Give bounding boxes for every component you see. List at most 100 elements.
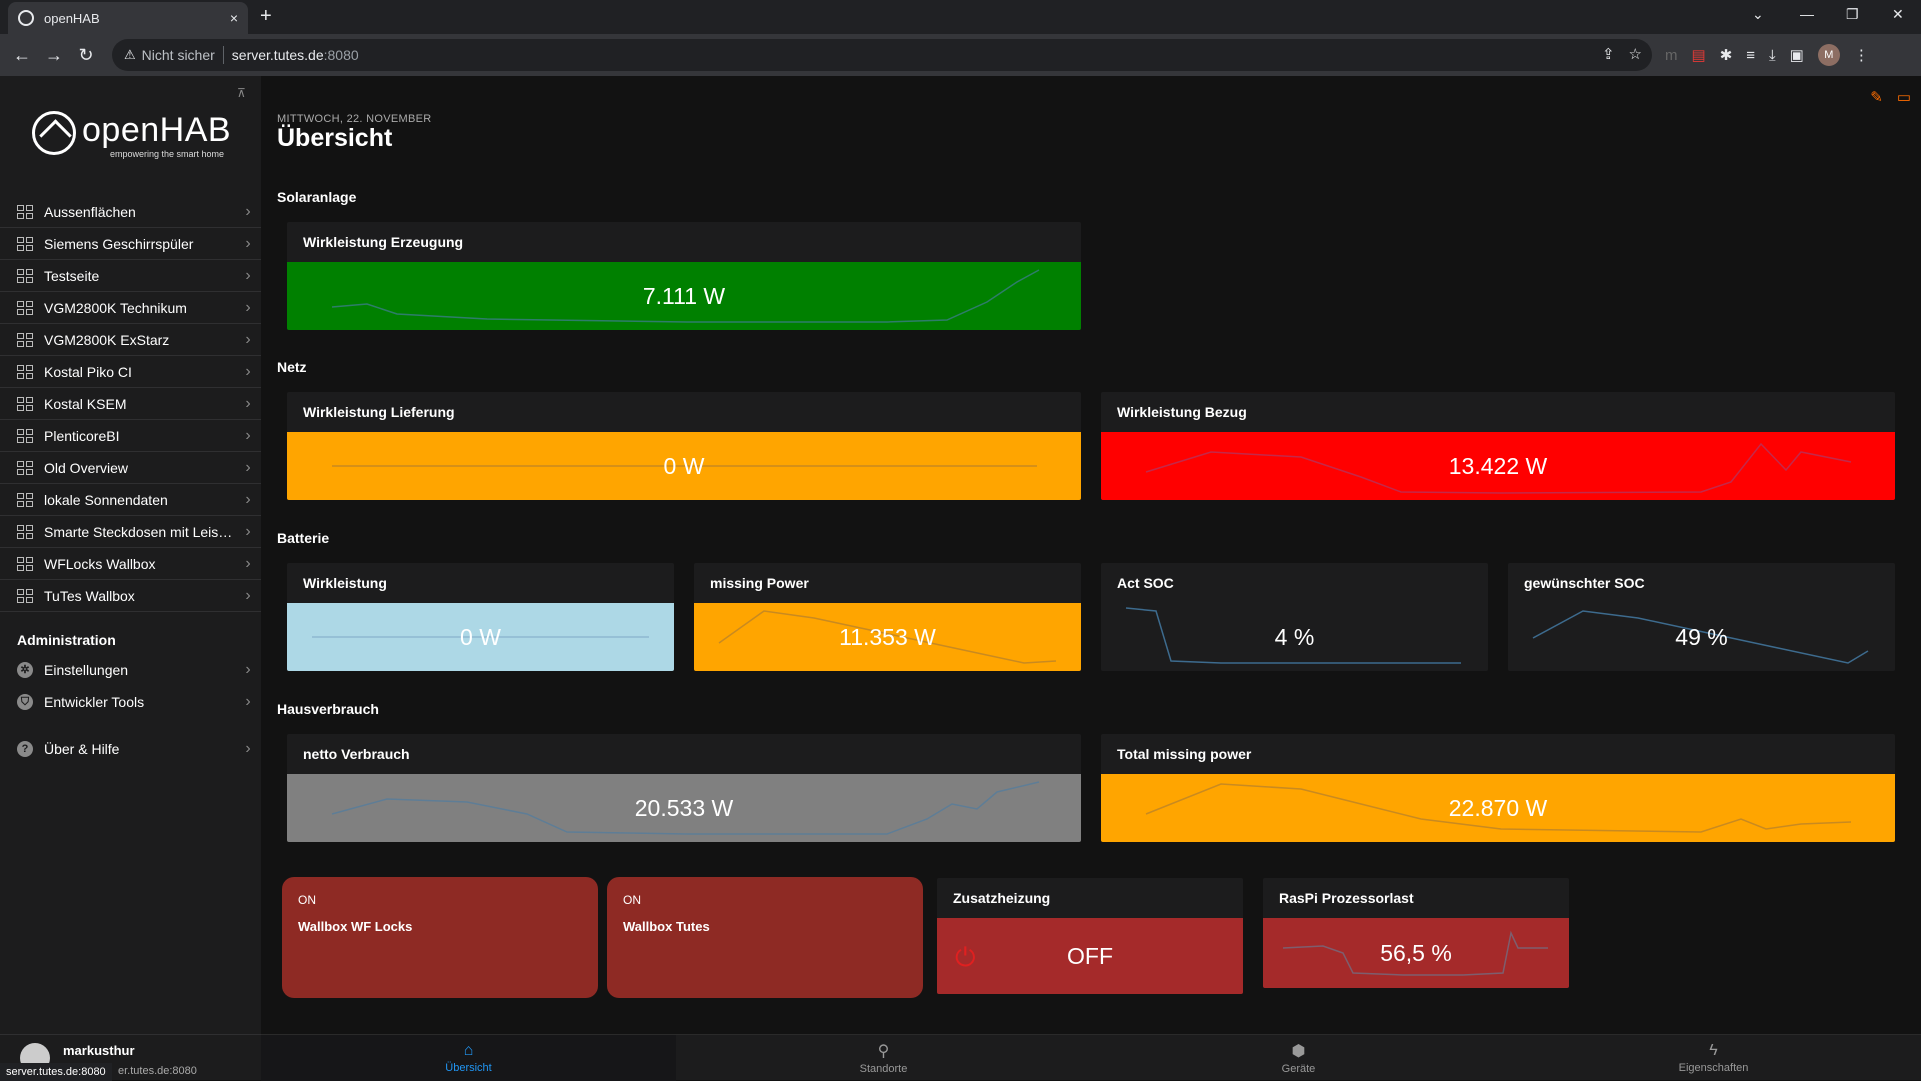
- insecure-label: Nicht sicher: [141, 47, 215, 63]
- trend-line: [332, 465, 1037, 467]
- reading-list-icon[interactable]: ≡: [1746, 46, 1756, 64]
- panel-toggle-icon[interactable]: ▭: [1896, 89, 1911, 106]
- sidebar-item-wflocks-wallbox[interactable]: WFLocks Wallbox ›: [0, 548, 261, 580]
- card-netto-verbrauch[interactable]: netto Verbrauch 20.533 W: [287, 734, 1081, 842]
- card-title: Wirkleistung Bezug: [1117, 404, 1247, 420]
- sidebar-item-label: VGM2800K ExStarz: [44, 331, 170, 348]
- help-icon: ?: [17, 741, 33, 757]
- chevron-right-icon: ›: [245, 298, 251, 316]
- card-body: 49 %: [1508, 603, 1895, 671]
- sidebar-item-sonnendaten[interactable]: lokale Sonnendaten ›: [0, 484, 261, 516]
- grid-icon: [17, 524, 33, 539]
- toggle-card-wallbox-wf-locks[interactable]: ON Wallbox WF Locks: [282, 877, 598, 998]
- sidebar-item-steckdosen[interactable]: Smarte Steckdosen mit Leistungsmessung ›: [0, 516, 261, 548]
- close-window-icon[interactable]: ✕: [1892, 6, 1904, 22]
- sidebar-item-vgm-technikum[interactable]: VGM2800K Technikum ›: [0, 292, 261, 324]
- warning-icon: ⚠: [124, 47, 136, 62]
- card-value: 13.422 W: [1448, 452, 1548, 479]
- puzzle-icon[interactable]: ✱: [1719, 47, 1733, 64]
- card-body: 0 W: [287, 603, 674, 671]
- tab-standorte[interactable]: ⚲ Standorte: [676, 1035, 1091, 1081]
- toggle-state: ON: [623, 893, 641, 907]
- sidebar-item-label: VGM2800K Technikum: [44, 299, 187, 316]
- grid-icon: [17, 396, 33, 411]
- reload-icon[interactable]: ↻: [78, 44, 94, 65]
- chevron-right-icon: ›: [245, 522, 251, 540]
- sidebar-item-plenticorebi[interactable]: PlenticoreBI ›: [0, 420, 261, 452]
- sidebar-item-vgm-exstarz[interactable]: VGM2800K ExStarz ›: [0, 324, 261, 356]
- minimize-icon[interactable]: —: [1800, 6, 1814, 22]
- pin-icon[interactable]: ⊼: [237, 86, 246, 100]
- trend-line: [1145, 442, 1852, 494]
- card-gewuenschter-soc[interactable]: gewünschter SOC 49 %: [1508, 563, 1895, 671]
- openhab-logo[interactable]: openHAB empowering the smart home: [32, 111, 242, 161]
- chevron-right-icon: ›: [245, 554, 251, 572]
- browser-tab[interactable]: openHAB ×: [8, 2, 248, 34]
- new-tab-button[interactable]: +: [260, 5, 272, 27]
- browser-tab-strip: openHAB × + ⌄ — ❐ ✕: [0, 0, 1921, 34]
- sidebar-item-einstellungen[interactable]: ✲ Einstellungen ›: [0, 654, 261, 686]
- card-wirkleistung-lieferung[interactable]: Wirkleistung Lieferung 0 W: [287, 392, 1081, 500]
- chevron-right-icon: ›: [245, 266, 251, 284]
- card-body[interactable]: ⏻ OFF: [937, 918, 1243, 994]
- card-act-soc[interactable]: Act SOC 4 %: [1101, 563, 1488, 671]
- sidebar-item-aussenflaechen[interactable]: Aussenflächen ›: [0, 196, 261, 228]
- card-value: 49 %: [1675, 623, 1728, 650]
- sidebar-item-siemens[interactable]: Siemens Geschirrspüler ›: [0, 228, 261, 260]
- extension-icon[interactable]: m: [1665, 46, 1678, 64]
- sidebar-item-testseite[interactable]: Testseite ›: [0, 260, 261, 292]
- sidebar-item-help[interactable]: ? Über & Hilfe ›: [0, 733, 261, 765]
- forward-icon[interactable]: →: [45, 44, 63, 65]
- cube-icon: ⬢: [1291, 1043, 1306, 1060]
- card-missing-power[interactable]: missing Power 11.353 W: [694, 563, 1081, 671]
- card-value: 0 W: [663, 452, 705, 479]
- tab-close-button[interactable]: ×: [229, 10, 238, 26]
- card-value: 20.533 W: [634, 794, 734, 821]
- card-wirkleistung-bezug[interactable]: Wirkleistung Bezug 13.422 W: [1101, 392, 1895, 500]
- bolt-icon: ϟ: [1709, 1042, 1718, 1059]
- address-bar[interactable]: ⚠ Nicht sicher server.tutes.de :8080 ⇪ ☆: [112, 39, 1652, 71]
- download-icon[interactable]: ⤓: [1769, 46, 1776, 64]
- grid-icon: [17, 236, 33, 251]
- tab-search-icon[interactable]: ⌄: [1752, 6, 1764, 22]
- grid-icon: [17, 300, 33, 315]
- card-title: missing Power: [710, 575, 809, 591]
- card-batterie-wirkleistung[interactable]: Wirkleistung 0 W: [287, 563, 674, 671]
- trend-line: [1125, 607, 1461, 664]
- chevron-right-icon: ›: [245, 202, 251, 220]
- back-icon[interactable]: ←: [13, 44, 31, 65]
- sidebar-item-label: Siemens Geschirrspüler: [44, 235, 194, 252]
- card-zusatzheizung[interactable]: Zusatzheizung ⏻ OFF: [937, 878, 1243, 994]
- card-title: Total missing power: [1117, 746, 1252, 762]
- sidebar-item-kostal-ksem[interactable]: Kostal KSEM ›: [0, 388, 261, 420]
- trend-line: [331, 781, 1040, 835]
- chevron-right-icon: ›: [245, 490, 251, 508]
- sidebar-item-label: Smarte Steckdosen mit Leistungsmessung: [44, 523, 235, 540]
- restore-icon[interactable]: ❐: [1846, 6, 1859, 22]
- sidebar-item-label: Old Overview: [44, 459, 129, 476]
- card-total-missing-power[interactable]: Total missing power 22.870 W: [1101, 734, 1895, 842]
- bottom-tabbar: ⌂ Übersicht ⚲ Standorte ⬢ Geräte ϟ Eigen…: [261, 1034, 1921, 1081]
- card-raspi-prozessorlast[interactable]: RasPi Prozessorlast 56,5 %: [1263, 878, 1569, 988]
- tab-uebersicht[interactable]: ⌂ Übersicht: [261, 1035, 676, 1081]
- pencil-icon[interactable]: ✎: [1870, 89, 1883, 106]
- sidebar-item-entwickler-tools[interactable]: ⛉ Entwickler Tools ›: [0, 686, 261, 718]
- share-icon[interactable]: ⇪: [1601, 46, 1615, 63]
- tab-geraete[interactable]: ⬢ Geräte: [1091, 1035, 1506, 1081]
- user-bar[interactable]: markusthur server.tutes.de:8080 er.tutes…: [0, 1034, 261, 1081]
- sidebar-item-tutes-wallbox[interactable]: TuTes Wallbox ›: [0, 580, 261, 612]
- trend-line: [1145, 783, 1852, 833]
- profile-avatar[interactable]: M: [1817, 44, 1840, 66]
- card-body: 20.533 W: [287, 774, 1081, 842]
- bookmark-star-icon[interactable]: ☆: [1628, 46, 1642, 63]
- sidepanel-icon[interactable]: ▣: [1789, 47, 1804, 64]
- toggle-card-wallbox-tutes[interactable]: ON Wallbox Tutes: [607, 877, 923, 998]
- sidebar-item-kostal-piko[interactable]: Kostal Piko CI ›: [0, 356, 261, 388]
- card-wirkleistung-erzeugung[interactable]: Wirkleistung Erzeugung 7.111 W: [287, 222, 1081, 330]
- menu-icon[interactable]: ⋮: [1853, 47, 1869, 64]
- red-extension-icon[interactable]: ▤: [1691, 47, 1706, 64]
- sidebar-item-old-overview[interactable]: Old Overview ›: [0, 452, 261, 484]
- tab-eigenschaften[interactable]: ϟ Eigenschaften: [1506, 1035, 1921, 1081]
- sidebar-item-label: Einstellungen: [44, 662, 129, 678]
- grid-icon: [17, 492, 33, 507]
